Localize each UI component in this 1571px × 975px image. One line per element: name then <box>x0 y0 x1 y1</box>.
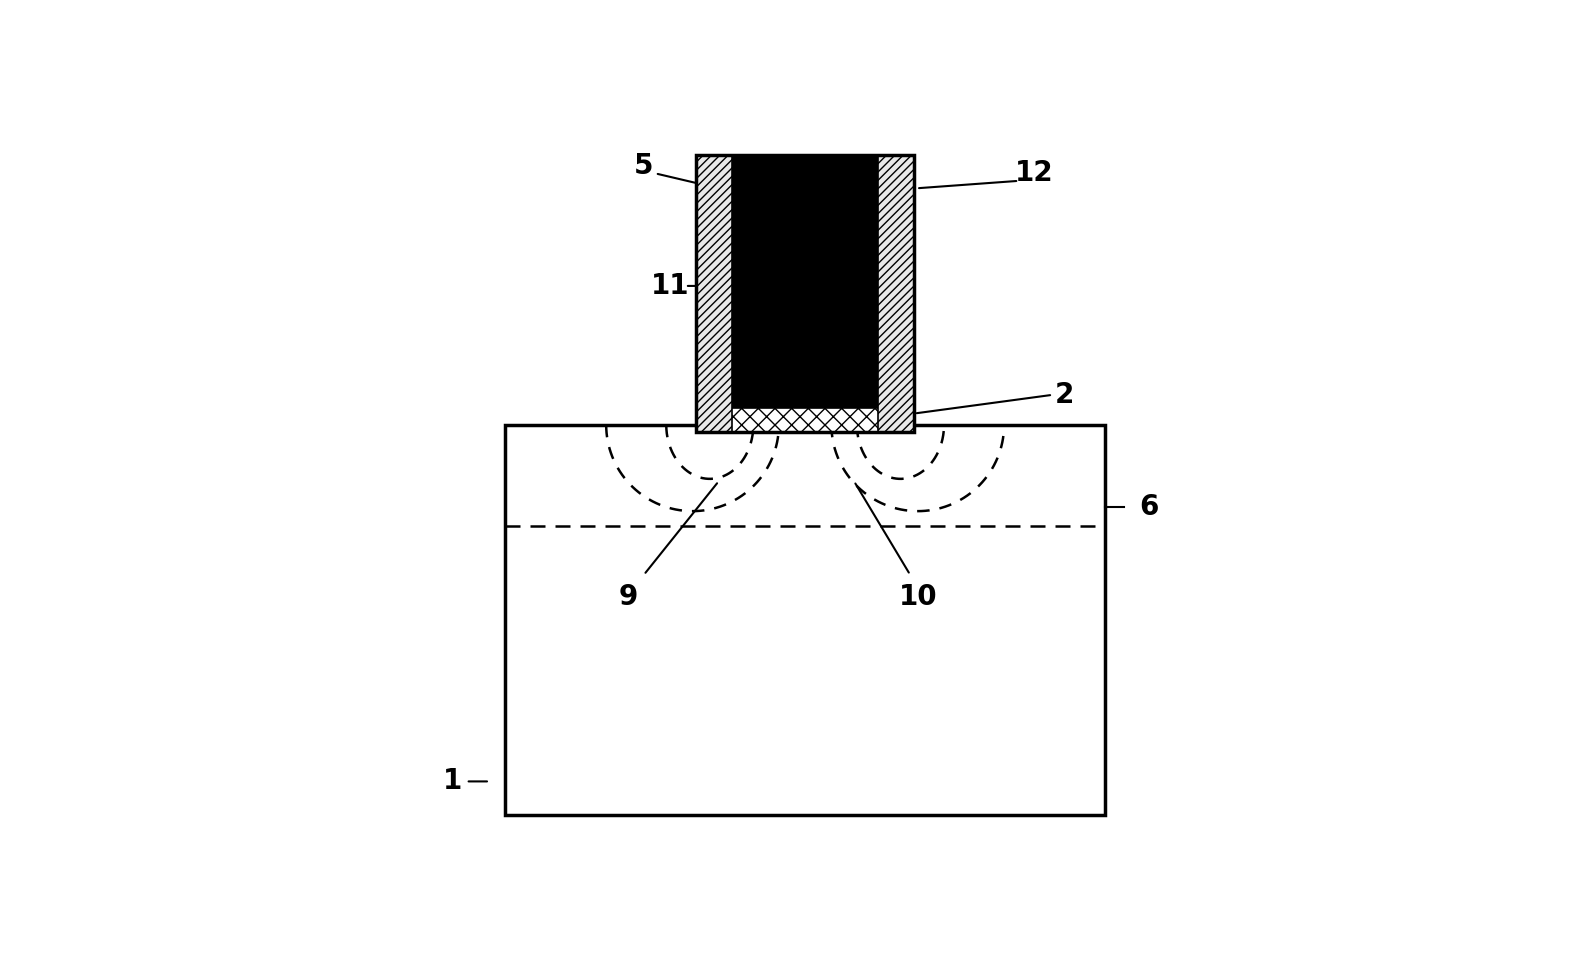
Text: 4: 4 <box>801 384 820 412</box>
Bar <box>878 154 914 432</box>
Text: 10: 10 <box>899 583 936 611</box>
Bar <box>732 154 878 408</box>
Text: 6: 6 <box>1139 493 1158 522</box>
Text: 1: 1 <box>443 767 462 796</box>
Text: 2: 2 <box>1054 381 1075 409</box>
Bar <box>696 154 732 432</box>
Text: 9: 9 <box>619 583 638 611</box>
Text: 11: 11 <box>650 272 690 300</box>
Bar <box>696 154 914 432</box>
Bar <box>696 408 914 432</box>
Bar <box>504 425 1106 815</box>
Text: 12: 12 <box>1015 159 1054 187</box>
Text: 5: 5 <box>635 152 654 179</box>
